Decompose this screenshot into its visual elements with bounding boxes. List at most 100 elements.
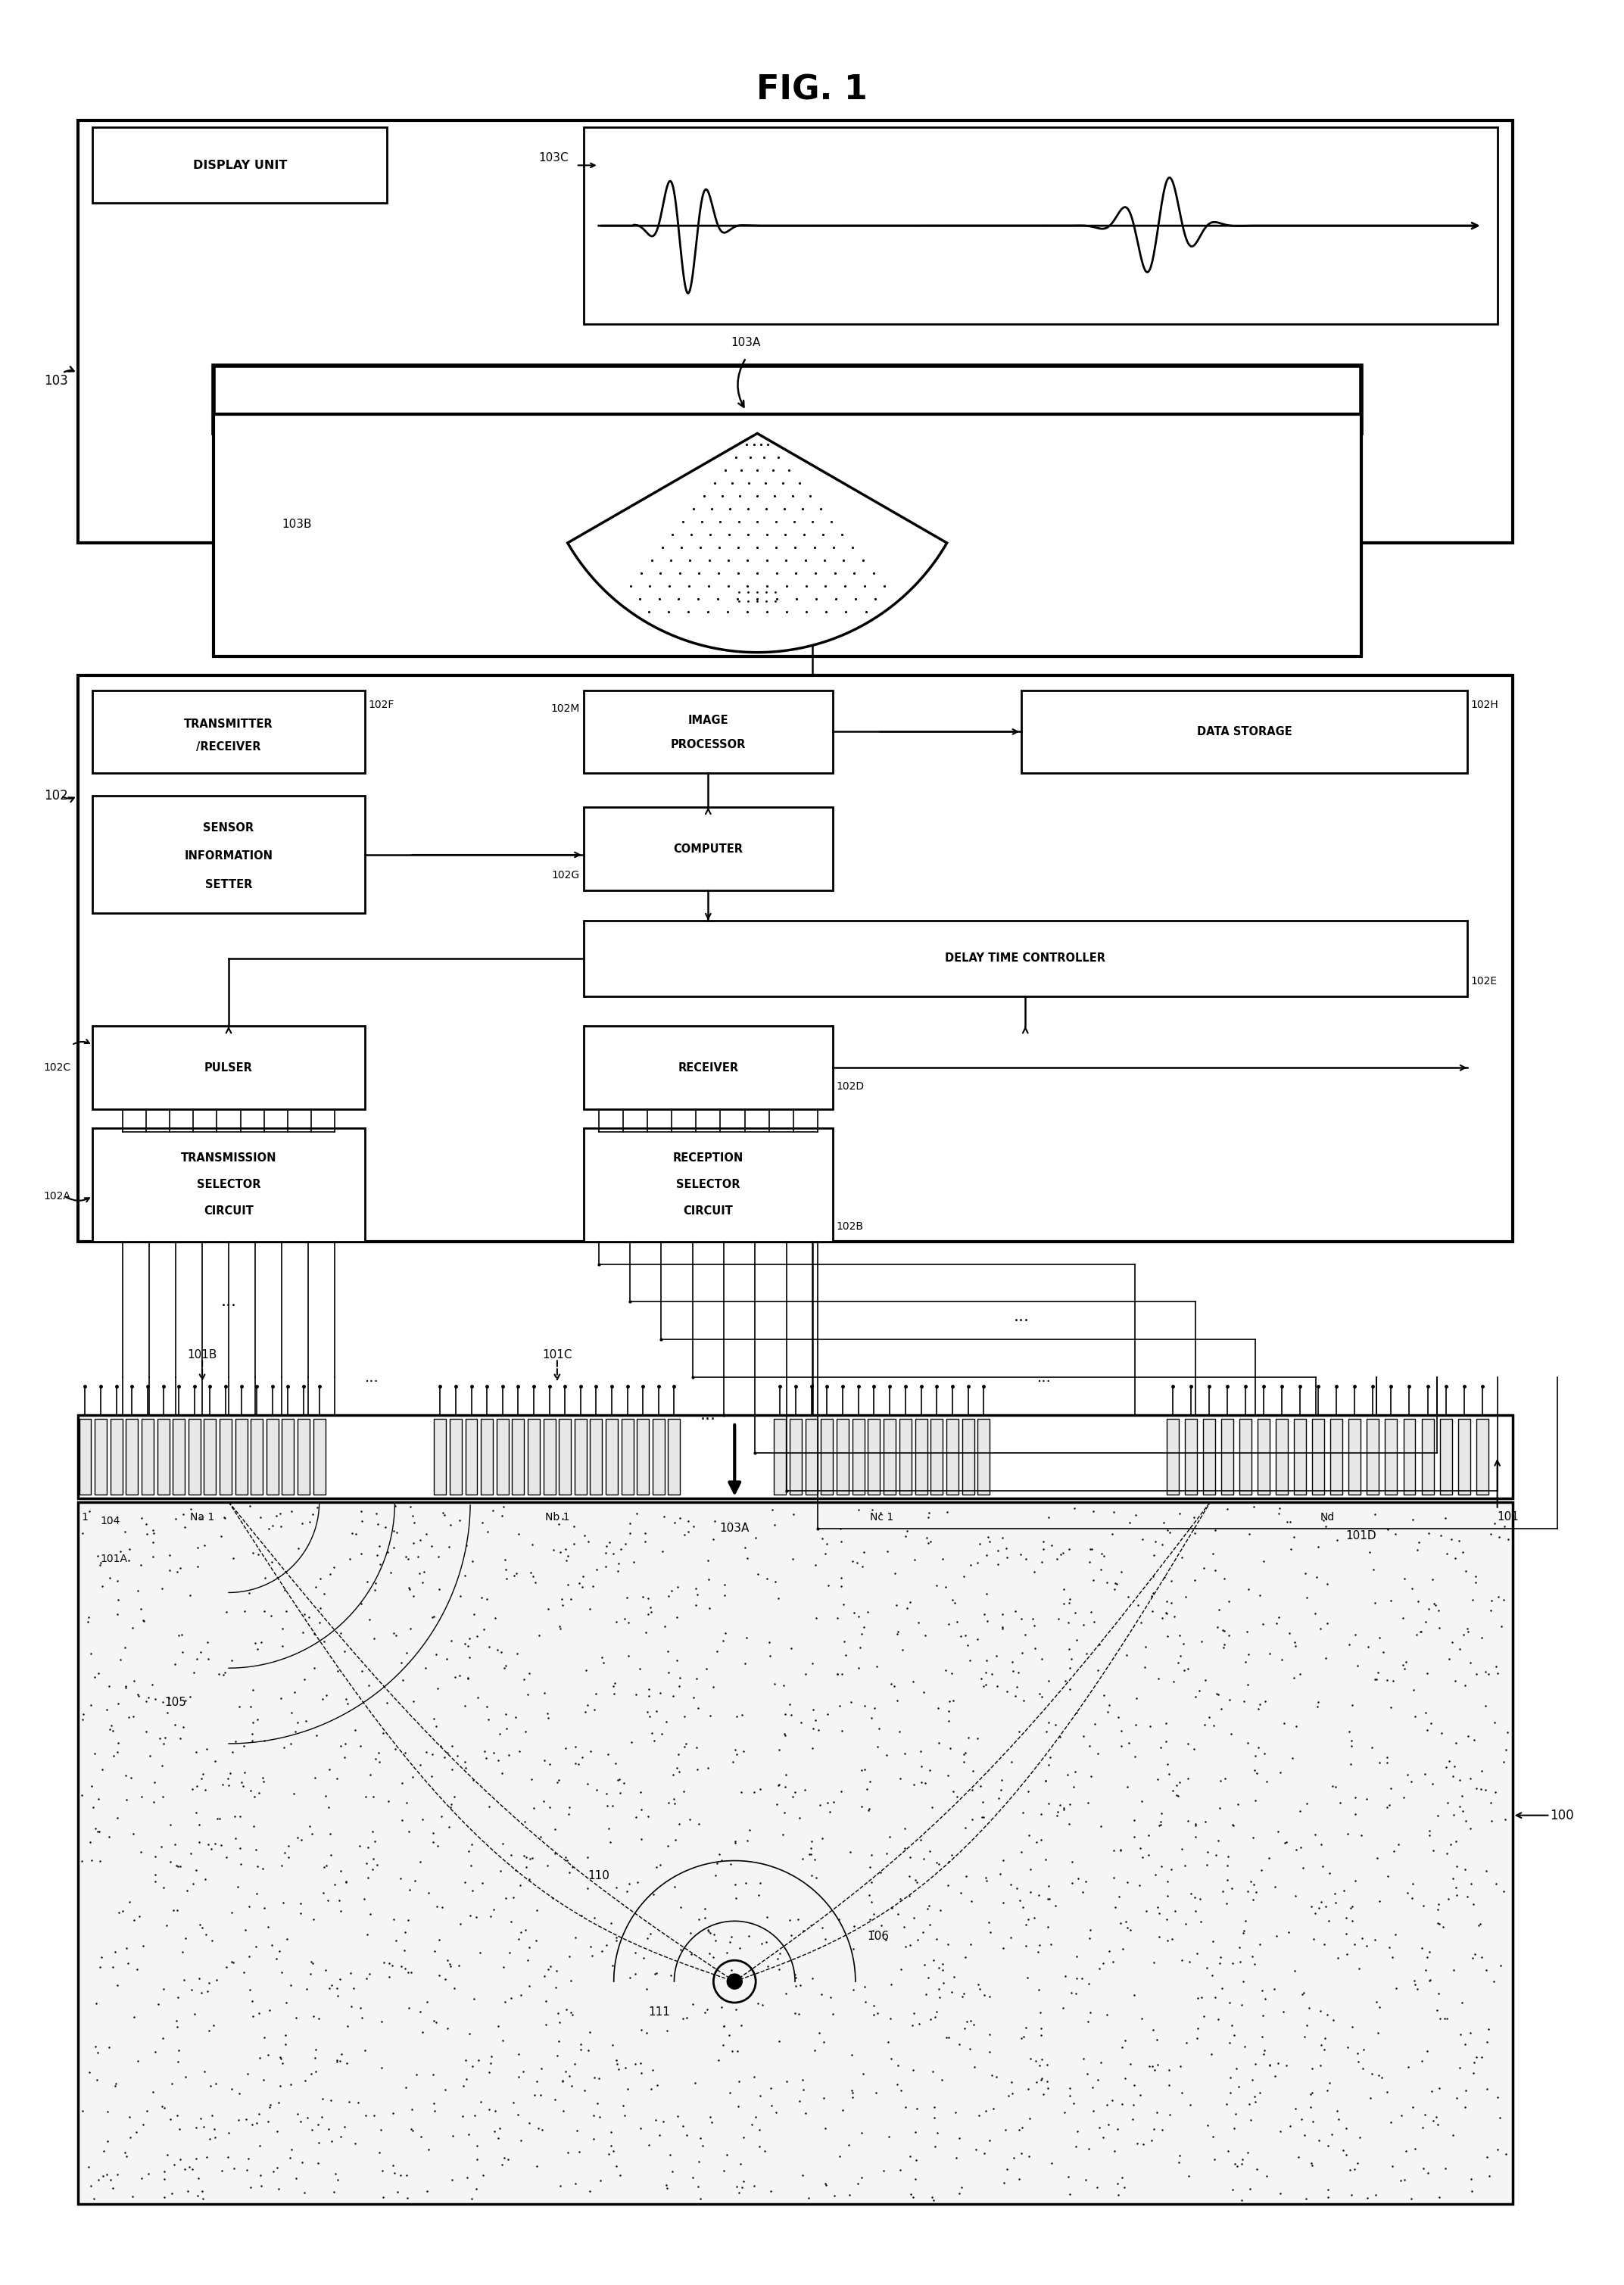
Bar [141,1419,154,1494]
Text: RECEPTION: RECEPTION [672,1152,744,1163]
Bar [820,1419,833,1494]
Bar [1221,1419,1233,1494]
Text: /RECEIVER: /RECEIVER [197,740,261,752]
Bar [93,1026,364,1108]
Polygon shape [568,434,947,654]
Bar [188,1419,200,1494]
Text: Nc 1: Nc 1 [870,1513,893,1522]
Text: 111: 111 [648,2006,671,2018]
Text: 101A: 101A [101,1554,128,1563]
Bar [1203,1419,1215,1494]
Bar [1276,1419,1288,1494]
Bar [158,1419,169,1494]
Text: 102D: 102D [836,1081,864,1092]
Text: SETTER: SETTER [205,880,252,891]
Text: IMAGE: IMAGE [689,715,729,727]
Bar [93,128,387,203]
Text: SELECTOR: SELECTOR [197,1179,260,1190]
Text: ...: ... [365,1371,380,1385]
Text: FIG. 1: FIG. 1 [757,73,867,105]
Text: 102: 102 [44,788,68,802]
Text: ...: ... [700,1408,716,1424]
Bar [528,1419,539,1494]
Bar [583,807,833,891]
Bar [313,1419,325,1494]
Bar [110,1419,122,1494]
Text: 102B: 102B [836,1220,864,1232]
Bar [1186,1419,1197,1494]
Bar [93,795,364,914]
Bar [1330,1419,1343,1494]
Text: 102A: 102A [44,1190,71,1202]
Bar [853,1419,864,1494]
Text: 106: 106 [867,1931,888,1942]
Text: 101C: 101C [542,1348,572,1360]
Text: TRANSMITTER: TRANSMITTER [184,717,273,729]
Circle shape [728,1974,742,1988]
Bar [836,1419,849,1494]
Bar [297,1419,310,1494]
Bar [78,674,1512,1241]
Bar [583,1026,833,1108]
Bar [622,1419,633,1494]
Text: 103A: 103A [731,338,760,347]
Bar [1239,1419,1252,1494]
Bar [1312,1419,1324,1494]
Bar [94,1419,107,1494]
Bar [266,1419,278,1494]
Bar [172,1419,185,1494]
Text: RECEIVER: RECEIVER [677,1063,739,1074]
Bar [590,1419,603,1494]
Text: Na 1: Na 1 [190,1513,214,1522]
Bar [1440,1419,1452,1494]
Bar [583,1129,833,1241]
Text: CIRCUIT: CIRCUIT [203,1206,253,1218]
Text: SELECTOR: SELECTOR [676,1179,741,1190]
Bar [434,1419,447,1494]
Text: 103A: 103A [719,1522,750,1533]
Bar [583,921,1466,996]
Bar [575,1419,586,1494]
Bar [497,1419,508,1494]
Bar [1166,1419,1179,1494]
Bar [1403,1419,1416,1494]
Bar [1021,690,1466,772]
Text: 101D: 101D [1346,1531,1377,1542]
Bar [583,128,1497,324]
Bar [1458,1419,1470,1494]
Text: 1: 1 [81,1513,88,1522]
Text: 103C: 103C [539,153,568,165]
Bar [1348,1419,1361,1494]
Text: DATA STORAGE: DATA STORAGE [1197,727,1293,738]
Text: INFORMATION: INFORMATION [185,850,273,861]
Text: PROCESSOR: PROCESSOR [671,738,745,749]
Bar [1421,1419,1434,1494]
Bar [213,366,1361,434]
Text: Nd: Nd [1320,1513,1335,1522]
Bar [961,1419,974,1494]
Bar [78,1414,1512,1499]
Bar [947,1419,958,1494]
Bar [205,1419,216,1494]
Bar [219,1419,232,1494]
Text: 103B: 103B [281,519,312,530]
Bar [78,121,1512,544]
Text: 102C: 102C [44,1063,71,1074]
Bar [1367,1419,1379,1494]
Bar [883,1419,896,1494]
Text: ...: ... [1013,1309,1030,1325]
Bar [250,1419,263,1494]
Bar [213,414,1361,656]
Text: TRANSMISSION: TRANSMISSION [180,1152,276,1163]
Text: PULSER: PULSER [205,1063,253,1074]
Bar [512,1419,525,1494]
Bar [789,1419,802,1494]
Text: COMPUTER: COMPUTER [674,843,744,855]
Text: Nb 1: Nb 1 [544,1513,570,1522]
Text: 104: 104 [101,1515,120,1526]
Bar [775,1419,786,1494]
Bar [653,1419,664,1494]
Bar [93,690,364,772]
Bar [235,1419,247,1494]
Text: 102M: 102M [551,704,580,715]
